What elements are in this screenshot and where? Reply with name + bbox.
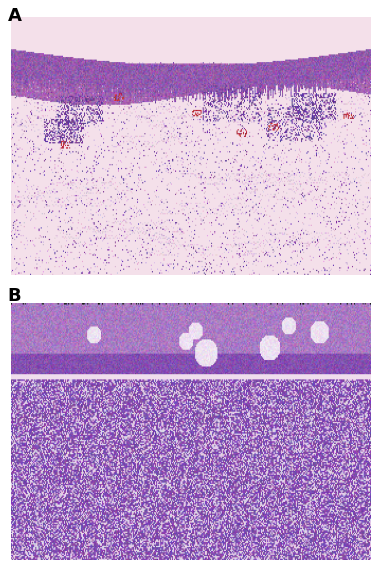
Text: B: B <box>8 288 21 306</box>
Text: A: A <box>8 7 21 25</box>
